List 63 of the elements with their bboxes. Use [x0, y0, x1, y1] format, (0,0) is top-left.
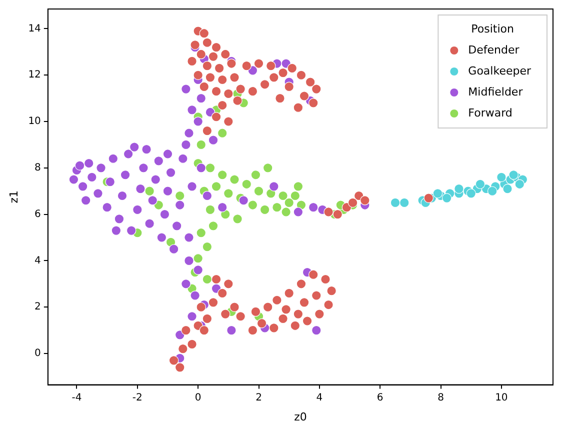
y-tick-label: 10: [28, 116, 41, 128]
point: [193, 253, 203, 264]
point: [272, 202, 282, 212]
legend-label: Defender: [468, 43, 520, 56]
y-tick-label: 6: [34, 208, 41, 220]
point: [278, 190, 288, 201]
x-tick-label: 0: [194, 392, 202, 404]
point: [293, 182, 304, 192]
x-tick-label: 6: [376, 392, 384, 404]
legend-title: Position: [471, 22, 514, 36]
point: [281, 207, 291, 217]
legend-label: Midfielder: [468, 85, 524, 98]
point: [144, 186, 154, 196]
point: [196, 228, 206, 238]
x-tick-label: 8: [438, 392, 444, 404]
point: [442, 193, 452, 203]
point: [217, 128, 228, 138]
point: [475, 179, 486, 190]
legend-label: Forward: [468, 106, 512, 120]
x-tick-label: -2: [132, 392, 142, 404]
point: [432, 188, 443, 198]
point: [202, 242, 212, 252]
point: [224, 188, 234, 198]
legend-label: Goalkeeper: [468, 64, 532, 78]
point: [487, 186, 498, 196]
point: [208, 220, 218, 231]
y-axis-title: z1: [7, 190, 20, 204]
point: [217, 170, 228, 180]
x-axis-title: z0: [294, 410, 307, 424]
point: [290, 190, 300, 201]
point: [174, 190, 185, 201]
point: [284, 198, 294, 208]
y-tick-label: 4: [34, 255, 41, 266]
point: [466, 188, 476, 198]
point: [205, 204, 216, 215]
point: [250, 170, 261, 180]
point: [202, 274, 212, 284]
point: [454, 184, 464, 194]
point: [502, 184, 512, 194]
point: [205, 163, 216, 173]
point: [211, 182, 222, 192]
y-tick-label: 14: [28, 23, 41, 34]
point: [230, 174, 240, 184]
point: [508, 170, 518, 180]
x-tick-label: -4: [72, 392, 82, 404]
point: [248, 200, 258, 210]
point: [242, 179, 252, 190]
point: [390, 198, 400, 208]
point: [196, 140, 206, 150]
point: [254, 186, 264, 196]
point: [496, 172, 506, 182]
y-tick-label: 8: [34, 162, 41, 174]
x-tick-label: 2: [256, 392, 262, 404]
point: [262, 163, 273, 173]
x-tick-label: 10: [495, 392, 508, 404]
point: [232, 214, 242, 224]
point: [260, 204, 270, 215]
y-tick-label: 0: [34, 348, 41, 360]
point: [399, 198, 410, 208]
y-tick-label: 12: [28, 70, 41, 81]
x-tick-label: 4: [316, 392, 323, 404]
y-tick-label: 2: [34, 302, 41, 313]
point: [514, 179, 525, 190]
